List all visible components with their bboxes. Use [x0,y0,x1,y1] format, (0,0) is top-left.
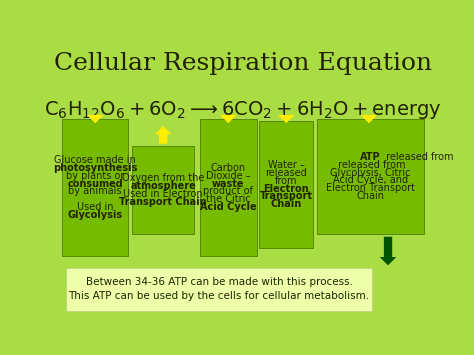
Text: released from: released from [383,152,454,162]
Text: from: from [275,176,297,186]
Text: Dioxide –: Dioxide – [206,171,251,181]
Text: Water –: Water – [268,160,304,170]
Text: product of: product of [203,186,253,196]
Text: the Citric: the Citric [206,194,251,204]
Text: consumed: consumed [67,179,123,189]
Text: Chain: Chain [271,199,302,209]
Text: Used in: Used in [77,202,113,212]
Text: by animals: by animals [68,186,122,196]
FancyBboxPatch shape [66,268,372,311]
Text: released: released [265,168,307,178]
Text: released from: released from [335,160,406,170]
Text: Glucose made in: Glucose made in [54,155,136,165]
Text: This ATP can be used by the cells for cellular metabolism.: This ATP can be used by the cells for ce… [68,291,370,301]
Text: ATP: ATP [360,152,381,162]
Text: Between 34-36 ATP can be made with this process.: Between 34-36 ATP can be made with this … [85,278,353,288]
FancyBboxPatch shape [200,119,256,256]
Text: $\mathrm{C_6H_{12}O_6 + 6O_2 \longrightarrow 6CO_2 + 6H_2O + energy}$: $\mathrm{C_6H_{12}O_6 + 6O_2 \longrighta… [44,99,442,121]
Text: by plants or: by plants or [66,171,124,181]
FancyBboxPatch shape [318,119,424,235]
Text: photosynthesis: photosynthesis [53,163,137,173]
Text: atmosphere: atmosphere [130,181,196,191]
Text: Cellular Respiration Equation: Cellular Respiration Equation [54,51,432,75]
Text: Carbon: Carbon [210,163,246,173]
FancyBboxPatch shape [62,119,128,256]
FancyBboxPatch shape [259,121,313,248]
Text: Used in Electron: Used in Electron [123,189,203,199]
Text: Glycolysis, Citric: Glycolysis, Citric [330,168,411,178]
Text: Chain: Chain [356,191,384,201]
Text: Transport Chain: Transport Chain [119,197,207,207]
Text: Electron: Electron [263,184,309,193]
Text: Acid Cycle, and: Acid Cycle, and [333,175,408,185]
FancyBboxPatch shape [132,146,194,235]
Text: Electron Transport: Electron Transport [326,183,415,193]
Text: Oxygen from the: Oxygen from the [122,174,204,184]
Text: waste: waste [212,179,245,189]
Text: Glycolysis: Glycolysis [67,210,123,220]
Text: Acid Cycle: Acid Cycle [200,202,256,212]
Text: Transport: Transport [260,191,312,202]
